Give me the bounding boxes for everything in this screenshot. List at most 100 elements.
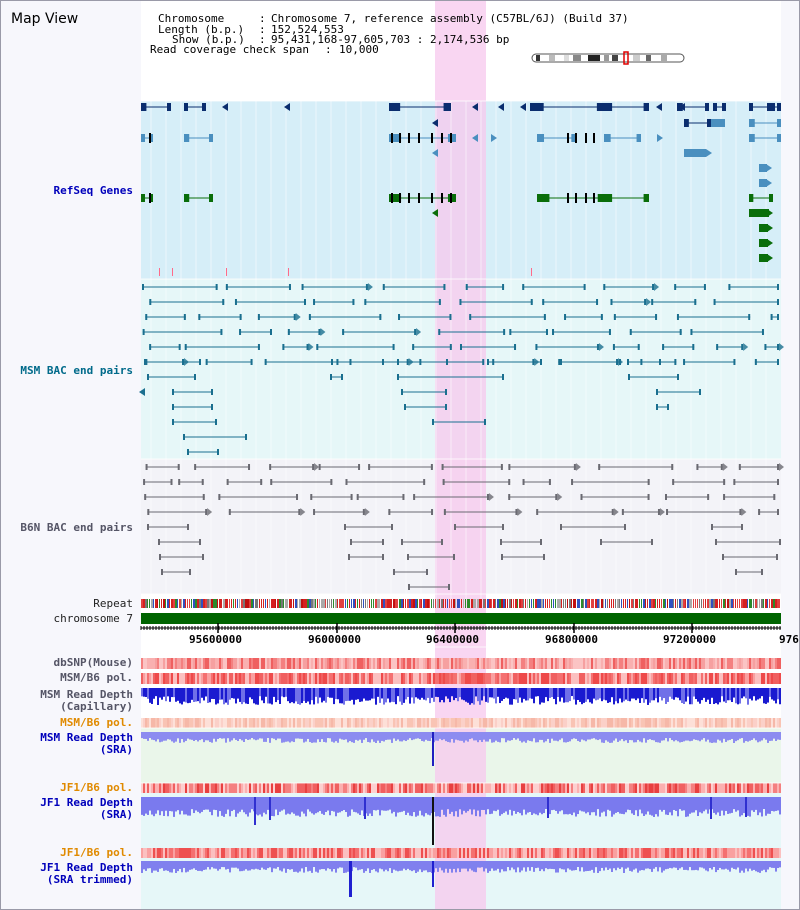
repeat-element	[523, 599, 524, 608]
jf1-depth-bar	[583, 797, 585, 812]
jf1-b6-pol2-cell	[293, 848, 295, 858]
msm-b6-pol-cell	[447, 673, 449, 684]
dbsnp-cell	[717, 658, 719, 669]
jf1-depth-bar	[241, 797, 243, 810]
dbsnp-cell	[381, 658, 383, 669]
jf1-b6-pol2-cell	[657, 848, 659, 858]
msm-sra-depth-bar	[673, 732, 675, 742]
jf1-depth-bar	[513, 797, 515, 811]
msm-capillary-depth-bar	[297, 688, 299, 705]
msm-capillary-depth-bar	[541, 688, 543, 703]
jf1-b6-pol2-cell	[649, 848, 651, 858]
msm-b6-pol-cell	[759, 673, 761, 684]
repeat-element	[507, 599, 508, 608]
msm-b6-pol-cell	[385, 673, 387, 684]
jf1-depth-bar	[381, 797, 383, 811]
jf1-trim-depth-bar	[747, 861, 749, 872]
jf1-depth-bar	[417, 797, 419, 816]
jf1-b6-pol2-cell	[405, 848, 407, 858]
dbsnp-cell	[521, 658, 523, 669]
jf1-b6-pol2-cell	[585, 848, 587, 858]
msm-capillary-depth-bar	[671, 688, 673, 699]
dbsnp-cell	[591, 658, 593, 669]
msm-b6-pol2-cell	[329, 718, 331, 728]
jf1-b6-pol-cell	[583, 783, 585, 793]
jf1-b6-pol-cell	[437, 783, 439, 793]
jf1-b6-pol-cell	[703, 783, 705, 793]
jf1-b6-pol2-cell	[493, 848, 495, 858]
jf1-b6-pol2-cell	[207, 848, 209, 858]
jf1-b6-pol2-cell	[227, 848, 229, 858]
jf1-depth-bar	[199, 797, 201, 814]
msm-sra-depth-bar	[401, 732, 403, 742]
jf1-b6-pol2-cell	[449, 848, 451, 858]
track-label-jf1-depth-2: (SRA)	[99, 808, 133, 821]
jf1-depth-bar	[627, 797, 629, 810]
bac-end-marker	[382, 359, 384, 365]
msm-capillary-depth-bar	[659, 688, 661, 697]
axis-tick-label: 96000000	[308, 633, 361, 646]
sep-3: :	[259, 33, 266, 46]
dbsnp-cell	[619, 658, 621, 669]
msm-sra-depth-bar	[437, 732, 439, 741]
jf1-trim-depth-bar	[447, 861, 449, 873]
jf1-b6-pol-cell	[539, 783, 541, 793]
jf1-b6-pol-cell	[667, 783, 669, 793]
jf1-trim-depth-bar	[527, 861, 529, 868]
jf1-depth-bar	[175, 797, 177, 812]
track-label-b6n-bac[interactable]: B6N BAC end pairs	[20, 521, 133, 534]
msm-b6-pol-cell	[423, 673, 425, 684]
jf1-b6-pol-cell	[493, 783, 495, 793]
jf1-b6-pol2-cell	[459, 848, 461, 858]
dbsnp-cell	[341, 658, 343, 669]
bac-end-marker	[269, 329, 272, 335]
msm-b6-pol-cell	[331, 673, 333, 684]
msm-capillary-depth-bar	[331, 688, 333, 698]
dbsnp-cell	[735, 658, 737, 669]
msm-capillary-depth-bar	[263, 688, 265, 704]
jf1-b6-pol2-cell	[363, 848, 365, 858]
msm-b6-pol2-cell	[327, 718, 329, 728]
jf1-b6-pol2-cell	[633, 848, 635, 858]
jf1-trim-depth-bar	[377, 861, 379, 873]
jf1-trim-depth-bar	[589, 861, 591, 871]
jf1-b6-pol2-cell	[529, 848, 531, 858]
bac-end-arrow	[743, 343, 749, 351]
jf1-trim-depth-bar	[317, 861, 319, 873]
bac-end-marker	[754, 359, 757, 365]
bac-end-marker	[441, 464, 444, 470]
jf1-depth-bar	[525, 797, 527, 815]
jf1-b6-pol2-cell	[505, 848, 507, 858]
msm-sra-depth-bar	[699, 732, 701, 742]
msm-sra-depth-bar	[499, 732, 501, 743]
msm-b6-pol-cell	[753, 673, 755, 684]
jf1-trim-depth-bar	[193, 861, 195, 869]
jf1-trim-depth-bar	[699, 861, 701, 868]
track-label-refseq[interactable]: RefSeq Genes	[53, 184, 133, 197]
jf1-b6-pol2-cell	[553, 848, 555, 858]
repeat-element	[663, 599, 665, 608]
msm-capillary-depth-bar	[757, 688, 759, 700]
msm-capillary-depth-bar	[503, 688, 505, 700]
msm-capillary-depth-bar	[761, 688, 763, 697]
msm-b6-pol-cell	[351, 673, 353, 684]
jf1-trim-depth-bar	[339, 861, 341, 868]
msm-b6-pol2-cell	[521, 718, 523, 728]
msm-b6-pol-cell	[373, 673, 375, 684]
jf1-depth-bar	[151, 797, 153, 815]
jf1-trim-depth-bar	[477, 861, 479, 868]
jf1-b6-pol2-cell	[693, 848, 695, 858]
track-label-msm-bac[interactable]: MSM BAC end pairs	[20, 364, 133, 377]
msm-b6-pol-cell	[565, 673, 567, 684]
msm-capillary-depth-bar	[593, 688, 595, 699]
dbsnp-cell	[569, 658, 571, 669]
jf1-b6-pol-cell	[269, 783, 271, 793]
bac-end-arrow	[779, 343, 784, 351]
msm-b6-pol-cell	[639, 673, 641, 684]
jf1-b6-pol-cell	[407, 783, 409, 793]
dbsnp-cell	[251, 658, 253, 669]
bac-end-marker	[647, 494, 650, 500]
msm-sra-depth-bar	[541, 732, 543, 740]
jf1-trim-depth-bar	[491, 861, 493, 869]
bac-end-marker	[545, 329, 548, 335]
